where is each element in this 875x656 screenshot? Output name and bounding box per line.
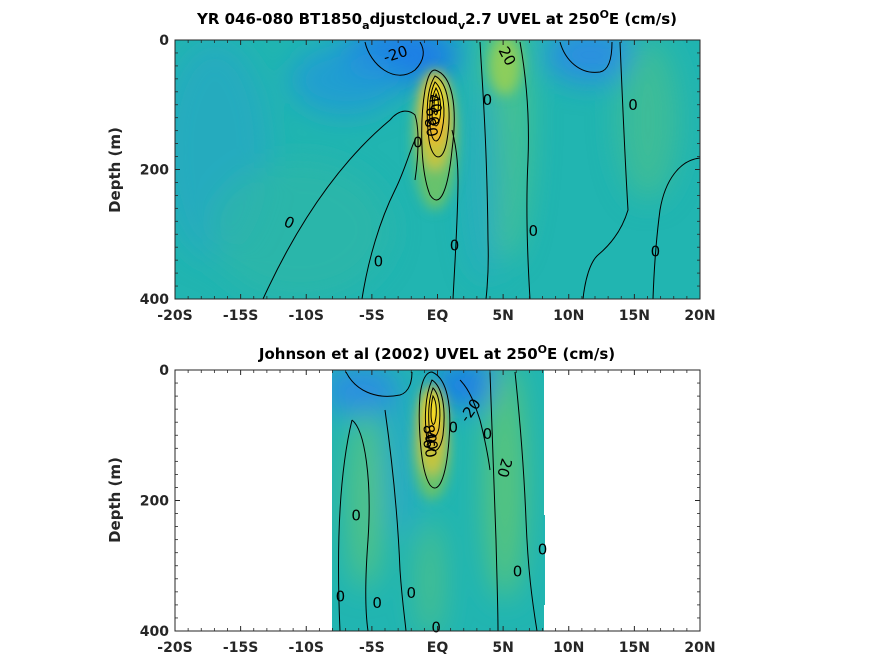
y-axis-label-2: Depth (m)	[106, 457, 124, 543]
contour-label: 60	[422, 105, 443, 127]
y-tick-label: 0	[159, 33, 169, 49]
contour-label: 0	[538, 540, 548, 558]
x-tick-label: 5N	[492, 308, 513, 324]
contour-label: 0	[483, 425, 493, 443]
contour-label: 80	[420, 116, 441, 138]
x-tick-label: -5S	[359, 640, 385, 656]
contour-label: 0	[351, 507, 361, 525]
x-tick-label: -15S	[223, 640, 258, 656]
data-edge-marks-2	[543, 515, 545, 605]
x-axis-2: -20S -15S -10S -5S EQ 5N 10N 15N 20N	[157, 370, 716, 656]
contour-label: 60	[419, 437, 440, 459]
y-tick-label: 0	[159, 363, 169, 379]
x-tick-label: 10N	[553, 308, 584, 324]
contour-label: 0	[374, 252, 384, 270]
contour-label: 0	[529, 222, 539, 240]
x-tick-label: 20N	[684, 308, 715, 324]
x-tick-label: -20S	[157, 640, 192, 656]
contour-label: 80	[419, 423, 440, 445]
field-2	[332, 370, 544, 631]
y-tick-label: 400	[140, 624, 169, 640]
y-tick-label: 200	[140, 163, 169, 179]
x-tick-label: EQ	[427, 308, 449, 324]
chart-title-1: YR 046-080 BT1850adjustcloudv2.7 UVEL at…	[196, 8, 677, 32]
x-tick-label: -10S	[289, 640, 324, 656]
field-1	[175, 40, 700, 299]
contour-label: 40	[424, 92, 445, 114]
contour-label: 0	[413, 133, 423, 151]
x-tick-label: 15N	[619, 640, 650, 656]
contour-label: 0	[628, 96, 638, 114]
contour-label: 0	[406, 584, 416, 602]
contour-label: 0	[448, 418, 458, 436]
x-tick-label: 15N	[619, 308, 650, 324]
chart-title-2: Johnson et al (2002) UVEL at 250OE (cm/s…	[258, 343, 615, 363]
x-tick-label: EQ	[427, 640, 449, 656]
contour-label: 0	[651, 243, 661, 261]
x-tick-label: -10S	[289, 308, 324, 324]
y-tick-label: 200	[140, 494, 169, 510]
x-tick-label: 20N	[684, 640, 715, 656]
contour-label: 0	[431, 619, 441, 637]
contour-label: 0	[372, 594, 382, 612]
x-axis-1: -20S -15S -10S -5S EQ 5N 10N 15N 20N	[157, 40, 716, 324]
contour-label: 0	[336, 587, 346, 605]
x-tick-label: -5S	[359, 308, 385, 324]
x-tick-label: -15S	[223, 308, 258, 324]
contour-label: 20	[493, 456, 515, 479]
x-tick-label: 5N	[492, 640, 513, 656]
x-tick-label: 10N	[553, 640, 584, 656]
contour-label: 0	[513, 563, 523, 581]
x-tick-label: -20S	[157, 308, 192, 324]
contour-label: 40	[420, 430, 441, 452]
y-axis-label-1: Depth (m)	[106, 127, 124, 213]
contour-label: 0	[483, 91, 493, 109]
contour-label: 0	[450, 236, 460, 254]
y-tick-label: 400	[140, 292, 169, 308]
